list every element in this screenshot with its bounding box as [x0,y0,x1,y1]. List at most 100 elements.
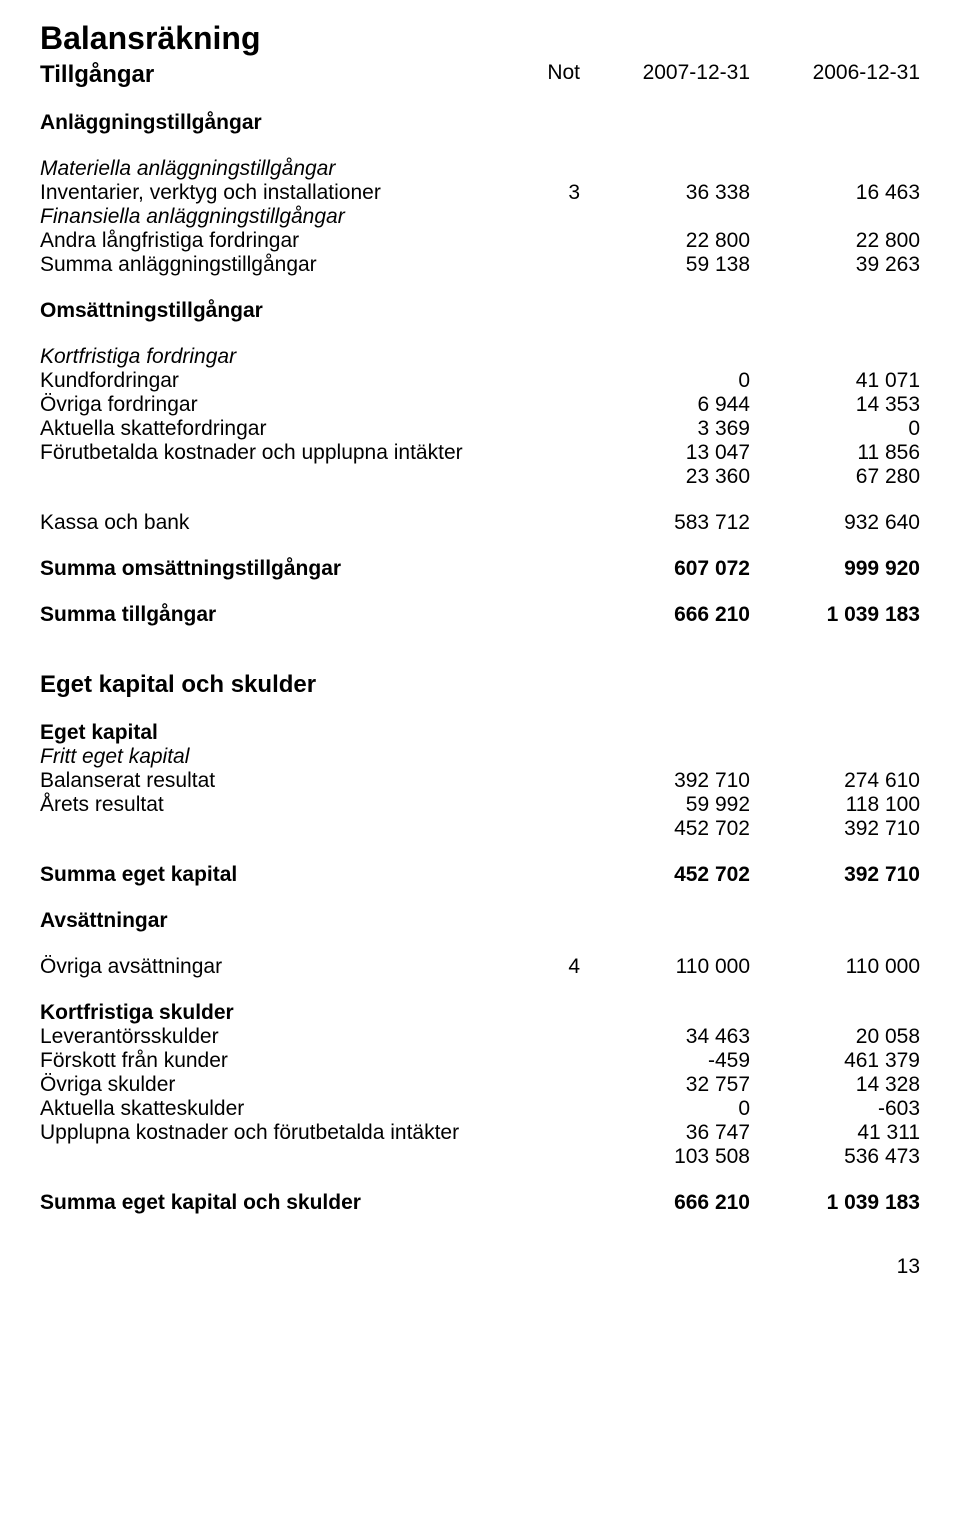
section-assets: Tillgångar [40,61,490,89]
page-number: 13 [40,1255,920,1279]
val-a: 59 138 [580,253,750,277]
val-a: 583 712 [580,511,750,535]
val-b: 932 640 [750,511,920,535]
row-sum-current: Summa omsättningstillgångar 607 072 999 … [40,557,920,581]
section-equity: Eget kapital [40,721,920,745]
label: Aktuella skattefordringar [40,417,490,441]
val-b: 999 920 [750,557,920,581]
label: Övriga avsättningar [40,955,490,979]
label: Årets resultat [40,793,490,817]
val-a: 34 463 [580,1025,750,1049]
val-a: 3 369 [580,417,750,441]
val-b: 392 710 [750,817,920,841]
label: Summa tillgångar [40,603,490,627]
val-b: 1 039 183 [750,603,920,627]
label: Aktuella skatteskulder [40,1097,490,1121]
val-b: 118 100 [750,793,920,817]
val-a: 452 702 [580,863,750,887]
val-b: 11 856 [750,441,920,465]
label: Inventarier, verktyg och installationer [40,181,490,205]
label: Summa omsättningstillgångar [40,557,490,581]
section-short-receivables: Kortfristiga fordringar [40,345,920,369]
label: Förutbetalda kostnader och upplupna intä… [40,441,490,465]
row-sum-fixed: Summa anläggningstillgångar 59 138 39 26… [40,253,920,277]
section-free-equity: Fritt eget kapital [40,745,920,769]
val-a: 452 702 [580,817,750,841]
not: 4 [490,955,580,979]
row-other-liabilities: Övriga skulder 32 757 14 328 [40,1073,920,1097]
val-a: 666 210 [580,603,750,627]
section-short-liabilities: Kortfristiga skulder [40,1001,920,1025]
row-accounts-payable: Leverantörsskulder 34 463 20 058 [40,1025,920,1049]
val-a: 13 047 [580,441,750,465]
val-a: 32 757 [580,1073,750,1097]
row-sum-equity-liabilities: Summa eget kapital och skulder 666 210 1… [40,1191,920,1215]
row-sum-assets: Summa tillgångar 666 210 1 039 183 [40,603,920,627]
row-year-result: Årets resultat 59 992 118 100 [40,793,920,817]
col-header-a: 2007-12-31 [580,61,750,89]
row-retained: Balanserat resultat 392 710 274 610 [40,769,920,793]
val-b: 20 058 [750,1025,920,1049]
section-tangible: Materiella anläggningstillgångar [40,157,920,181]
row-cash: Kassa och bank 583 712 932 640 [40,511,920,535]
label: Summa anläggningstillgångar [40,253,490,277]
col-header-b: 2006-12-31 [750,61,920,89]
section-current-assets: Omsättningstillgångar [40,299,920,323]
val-b: 39 263 [750,253,920,277]
val-b: 41 071 [750,369,920,393]
val-b: 536 473 [750,1145,920,1169]
row-tax-liabilities: Aktuella skatteskulder 0 -603 [40,1097,920,1121]
val-b: 1 039 183 [750,1191,920,1215]
label: Kassa och bank [40,511,490,535]
row-other-receivables: Övriga fordringar 6 944 14 353 [40,393,920,417]
label: Summa eget kapital och skulder [40,1191,490,1215]
val-a: 59 992 [580,793,750,817]
row-long-receivables: Andra långfristiga fordringar 22 800 22 … [40,229,920,253]
not: 3 [490,181,580,205]
val-b: 110 000 [750,955,920,979]
val-b: 274 610 [750,769,920,793]
label: Förskott från kunder [40,1049,490,1073]
val-b: 14 353 [750,393,920,417]
row-subtotal-1: 23 360 67 280 [40,465,920,489]
val-b: 392 710 [750,863,920,887]
val-a: 36 747 [580,1121,750,1145]
header-row: Tillgångar Not 2007-12-31 2006-12-31 [40,61,920,89]
row-prepaid: Förutbetalda kostnader och upplupna intä… [40,441,920,465]
label: Summa eget kapital [40,863,490,887]
section-equity-liabilities: Eget kapital och skulder [40,671,920,699]
val-a: 0 [580,369,750,393]
val-a: 0 [580,1097,750,1121]
val-a: 36 338 [580,181,750,205]
section-fixed-assets: Anläggningstillgångar [40,111,920,135]
val-b: -603 [750,1097,920,1121]
val-a: 103 508 [580,1145,750,1169]
val-a: 666 210 [580,1191,750,1215]
label: Andra långfristiga fordringar [40,229,490,253]
label: Kundfordringar [40,369,490,393]
row-other-provisions: Övriga avsättningar 4 110 000 110 000 [40,955,920,979]
section-provisions: Avsättningar [40,909,920,933]
row-subtotal-2: 452 702 392 710 [40,817,920,841]
row-sum-equity: Summa eget kapital 452 702 392 710 [40,863,920,887]
val-a: 23 360 [580,465,750,489]
val-b: 16 463 [750,181,920,205]
row-accrued: Upplupna kostnader och förutbetalda intä… [40,1121,920,1145]
val-a: 22 800 [580,229,750,253]
label: Övriga skulder [40,1073,490,1097]
val-a: 110 000 [580,955,750,979]
val-b: 0 [750,417,920,441]
row-inventory: Inventarier, verktyg och installationer … [40,181,920,205]
row-subtotal-3: 103 508 536 473 [40,1145,920,1169]
row-tax-receivables: Aktuella skattefordringar 3 369 0 [40,417,920,441]
col-header-not: Not [490,61,580,89]
val-a: 6 944 [580,393,750,417]
val-b: 67 280 [750,465,920,489]
label: Leverantörsskulder [40,1025,490,1049]
section-financial: Finansiella anläggningstillgångar [40,205,920,229]
val-b: 461 379 [750,1049,920,1073]
val-a: 392 710 [580,769,750,793]
val-a: -459 [580,1049,750,1073]
label: Balanserat resultat [40,769,490,793]
val-a: 607 072 [580,557,750,581]
